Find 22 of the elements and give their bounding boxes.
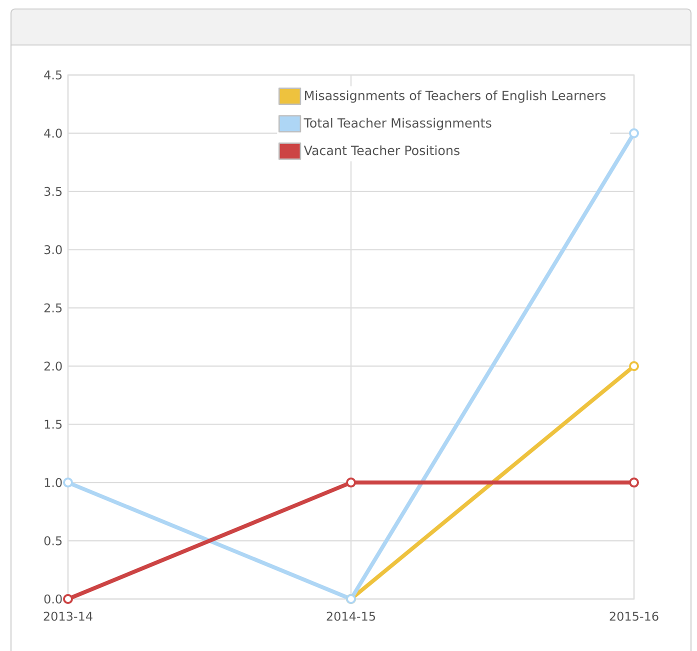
x-tick-label: 2014-15 — [326, 612, 376, 621]
y-tick-label: 4.0 — [44, 128, 62, 138]
y-tick-label: 2.5 — [44, 303, 62, 312]
y-tick-label: 0.0 — [44, 594, 62, 604]
legend-label: Total Teacher Misassignments — [304, 118, 492, 130]
x-tick-label: 2013-14 — [44, 612, 92, 621]
y-tick-label: 1.0 — [44, 478, 62, 488]
y-tick-label: 3.5 — [44, 186, 62, 196]
x-tick-label: 2015-16 — [610, 612, 658, 621]
y-tick-label: 0.5 — [44, 536, 62, 546]
y-tick-label: 4.5 — [44, 70, 62, 80]
legend-label: Misassignments of Teachers of English Learners — [305, 90, 606, 103]
point — [346, 478, 356, 488]
y-tick-label: 3.0 — [44, 245, 62, 254]
point — [629, 361, 640, 372]
y-tick-label: 1.5 — [44, 420, 62, 429]
point — [63, 594, 74, 604]
point — [629, 128, 640, 138]
point — [63, 478, 74, 488]
y-tick-label: 2.0 — [44, 362, 62, 371]
legend-label: Vacant Teacher Positions — [304, 145, 460, 156]
point — [629, 478, 640, 488]
